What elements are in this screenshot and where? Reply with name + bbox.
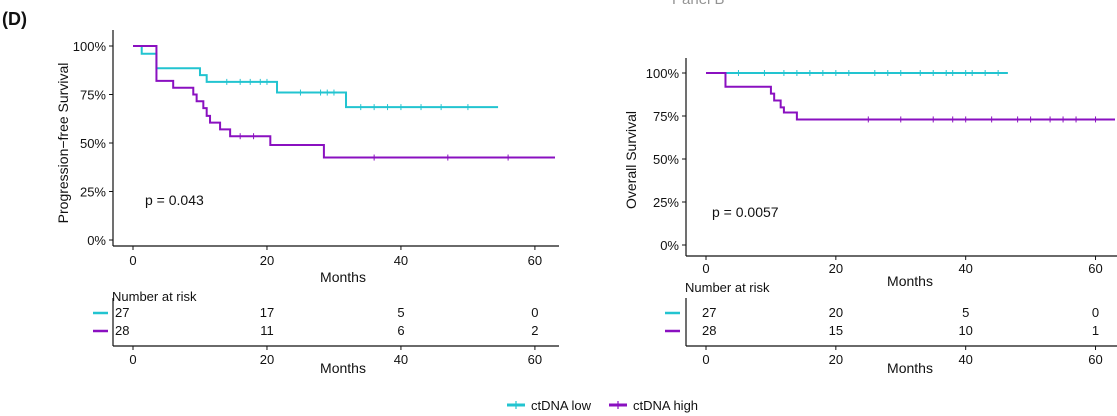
risk-count: 5 bbox=[962, 305, 969, 320]
km-curve-high bbox=[706, 72, 1115, 121]
km-curve-high bbox=[133, 45, 555, 159]
risk-count: 6 bbox=[397, 323, 404, 338]
risk-count: 27 bbox=[115, 305, 129, 320]
risk-count: 5 bbox=[397, 305, 404, 320]
risk-count: 2 bbox=[531, 323, 538, 338]
x-tick-label: 20 bbox=[260, 253, 274, 268]
p-value-annotation: p = 0.043 bbox=[145, 192, 204, 208]
risk-x-axis-label: Months bbox=[320, 360, 366, 376]
risk-count: 27 bbox=[702, 305, 716, 320]
y-tick-label: 100% bbox=[73, 39, 107, 54]
risk-x-tick-label: 20 bbox=[829, 352, 843, 367]
risk-x-tick-label: 40 bbox=[394, 352, 408, 367]
legend-label-high: ctDNA high bbox=[633, 398, 698, 413]
panel-label: (D) bbox=[2, 9, 27, 29]
km-curve-low bbox=[133, 45, 499, 109]
x-tick-label: 60 bbox=[1088, 261, 1102, 276]
risk-count: 10 bbox=[958, 323, 972, 338]
risk-count: 28 bbox=[702, 323, 716, 338]
risk-count: 15 bbox=[829, 323, 843, 338]
y-tick-label: 25% bbox=[80, 185, 106, 200]
risk-count: 20 bbox=[829, 305, 843, 320]
x-tick-label: 40 bbox=[394, 253, 408, 268]
y-tick-label: 75% bbox=[653, 109, 679, 124]
y-tick-label: 75% bbox=[80, 88, 106, 103]
risk-count: 11 bbox=[260, 323, 274, 338]
legend: ctDNA low ctDNA high bbox=[507, 398, 698, 413]
risk-count: 1 bbox=[1092, 323, 1099, 338]
y-tick-label: 100% bbox=[646, 66, 680, 81]
chart-os: 0% 25% 50% 75% 100% 0 20 40 60 Overall Survival Mo… bbox=[623, 58, 1117, 376]
risk-x-axis-label: Months bbox=[887, 360, 933, 376]
risk-count: 0 bbox=[1092, 305, 1099, 320]
y-tick-label: 50% bbox=[80, 136, 106, 151]
x-tick-label: 20 bbox=[829, 261, 843, 276]
risk-count: 17 bbox=[260, 305, 274, 320]
x-tick-label: 0 bbox=[129, 253, 136, 268]
risk-x-tick-label: 40 bbox=[958, 352, 972, 367]
y-axis-label: Progression−free Survival bbox=[55, 63, 71, 224]
risk-table-title: Number at risk bbox=[685, 280, 770, 295]
risk-x-tick-label: 20 bbox=[260, 352, 274, 367]
y-axis-label: Overall Survival bbox=[623, 111, 639, 209]
y-tick-label: 25% bbox=[653, 195, 679, 210]
x-tick-label: 60 bbox=[528, 253, 542, 268]
risk-count: 0 bbox=[531, 305, 538, 320]
legend-label-low: ctDNA low bbox=[531, 398, 592, 413]
risk-x-tick-label: 0 bbox=[129, 352, 136, 367]
x-tick-label: 0 bbox=[702, 261, 709, 276]
y-tick-label: 50% bbox=[653, 152, 679, 167]
risk-count: 28 bbox=[115, 323, 129, 338]
p-value-annotation: p = 0.0057 bbox=[712, 204, 779, 220]
risk-table-title: Number at risk bbox=[112, 289, 197, 304]
y-tick-label: 0% bbox=[87, 233, 106, 248]
x-axis-label: Months bbox=[320, 269, 366, 285]
risk-x-tick-label: 60 bbox=[528, 352, 542, 367]
x-tick-label: 40 bbox=[958, 261, 972, 276]
panel-header: Panel B bbox=[672, 0, 725, 8]
risk-x-tick-label: 0 bbox=[702, 352, 709, 367]
x-axis-label: Months bbox=[887, 273, 933, 289]
y-tick-label: 0% bbox=[660, 238, 679, 253]
risk-x-tick-label: 60 bbox=[1088, 352, 1102, 367]
